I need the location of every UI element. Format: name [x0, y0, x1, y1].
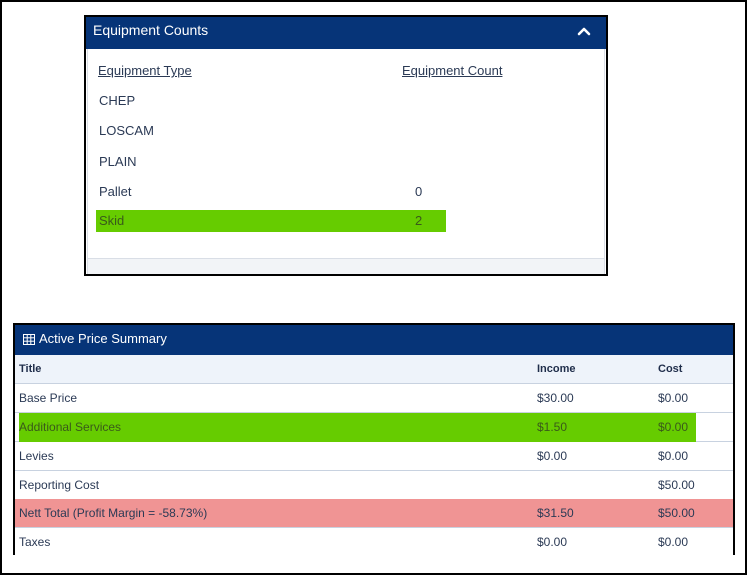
- equipment-type: Pallet: [99, 184, 132, 199]
- price-row-cost: $0.00: [658, 449, 689, 463]
- equipment-type: LOSCAM: [99, 123, 154, 138]
- price-summary-header: Active Price Summary: [15, 325, 733, 355]
- equipment-count: 0: [415, 184, 423, 199]
- equipment-type-column-header[interactable]: Equipment Type: [98, 63, 192, 78]
- price-row-cost: $0.00: [658, 535, 689, 549]
- price-row-cost: $0.00: [658, 420, 689, 434]
- price-row-income: $31.50: [537, 506, 574, 520]
- price-summary-title: Active Price Summary: [39, 331, 167, 346]
- equipment-count-column-header[interactable]: Equipment Count: [402, 63, 503, 78]
- price-row-cost: $0.00: [658, 391, 689, 405]
- equipment-row: Pallet 0: [96, 181, 446, 203]
- equipment-row: LOSCAM: [96, 120, 446, 142]
- equipment-count: 2: [415, 213, 423, 228]
- price-row-highlighted: Additional Services $1.50 $0.00: [15, 413, 733, 446]
- price-row-income: $0.00: [537, 535, 568, 549]
- price-summary-table-header: Title Income Cost: [15, 355, 733, 384]
- equipment-counts-body: [87, 49, 605, 258]
- price-row-title: Nett Total (Profit Margin = -58.73%): [19, 506, 208, 520]
- price-row: Taxes $0.00 $0.00: [15, 528, 733, 557]
- equipment-counts-footer: [87, 258, 605, 274]
- equipment-counts-panel: Equipment Counts Equipment Type Equipmen…: [84, 15, 608, 276]
- nett-total-row: Nett Total (Profit Margin = -58.73%) $31…: [15, 499, 733, 528]
- equipment-counts-title: Equipment Counts: [93, 22, 209, 38]
- price-row: Levies $0.00 $0.00: [15, 442, 733, 471]
- price-row-income: $0.00: [537, 449, 568, 463]
- price-row-income: $1.50: [537, 420, 568, 434]
- equipment-row-highlighted: Skid 2: [96, 210, 446, 232]
- row-highlight: [19, 413, 696, 446]
- title-column-header: Title: [19, 363, 42, 375]
- chevron-up-icon[interactable]: [576, 23, 592, 39]
- price-row: Reporting Cost $50.00: [15, 471, 733, 500]
- price-row-income: $30.00: [537, 391, 574, 405]
- price-row-title: Base Price: [19, 391, 78, 405]
- equipment-type: PLAIN: [99, 154, 137, 169]
- price-row-title: Reporting Cost: [19, 478, 100, 492]
- equipment-row: PLAIN: [96, 151, 446, 173]
- equipment-row: CHEP: [96, 90, 446, 112]
- price-row-title: Taxes: [19, 535, 51, 549]
- table-grid-icon: [23, 334, 35, 345]
- price-row-title: Levies: [19, 449, 54, 463]
- equipment-counts-header: Equipment Counts: [86, 17, 606, 49]
- cost-column-header: Cost: [658, 363, 683, 375]
- price-summary-panel: Active Price Summary Title Income Cost B…: [13, 323, 735, 557]
- equipment-type: CHEP: [99, 93, 136, 108]
- price-row-cost: $50.00: [658, 506, 695, 520]
- equipment-type: Skid: [99, 213, 125, 228]
- price-row-cost: $50.00: [658, 478, 695, 492]
- income-column-header: Income: [537, 363, 576, 375]
- price-row-title: Additional Services: [19, 420, 122, 434]
- price-row: Base Price $30.00 $0.00: [15, 384, 733, 413]
